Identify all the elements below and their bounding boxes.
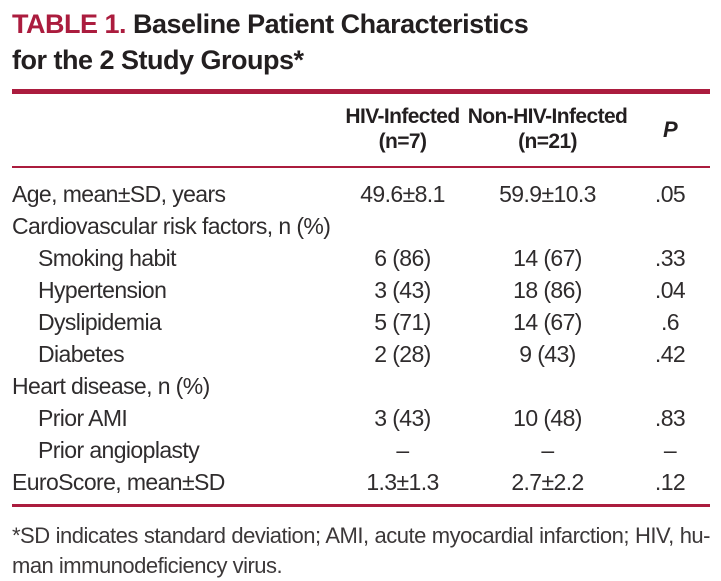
value-non-hiv: 2.7±2.2 <box>511 469 584 495</box>
column-header-hiv: HIV-Infected (n=7) <box>340 104 465 154</box>
table-title-line2: for the 2 Study Groups* <box>12 45 304 75</box>
value-non-hiv: 18 (86) <box>513 277 582 303</box>
column-header-non-hiv-line1: Non-HIV-Infected <box>467 105 628 128</box>
footnote-line1: *SD indicates standard deviation; AMI, a… <box>12 523 711 548</box>
row-label: Age, mean±SD, years <box>12 181 226 207</box>
table-row: Prior angioplasty – – – <box>12 434 710 466</box>
value-non-hiv: 10 (48) <box>513 405 582 431</box>
value-hiv: 3 (43) <box>374 405 431 431</box>
value-hiv <box>340 210 465 242</box>
table-row: Hypertension 3 (43) 18 (86) .04 <box>12 274 710 306</box>
value-p: – <box>663 437 677 463</box>
table-row: Prior AMI 3 (43) 10 (48) .83 <box>12 402 710 434</box>
row-label: Hypertension <box>38 277 167 303</box>
column-header-p: P <box>662 116 678 142</box>
value-non-hiv: 14 (67) <box>513 309 582 335</box>
table-title-text: Baseline Patient Characteristics <box>133 9 529 39</box>
table-title-line1: TABLE 1. Baseline Patient Characteristic… <box>12 6 710 42</box>
bottom-rule <box>12 504 710 507</box>
footnote-line2: man immunodeficiency virus. <box>12 553 283 578</box>
value-hiv: 1.3±1.3 <box>366 469 439 495</box>
value-non-hiv: 59.9±10.3 <box>499 181 596 207</box>
row-label: Diabetes <box>38 341 125 367</box>
table-row: Diabetes 2 (28) 9 (43) .42 <box>12 338 710 370</box>
column-header-non-hiv-line2: (n=21) <box>518 130 577 153</box>
header-rule <box>12 166 710 168</box>
table-row: EuroScore, mean±SD 1.3±1.3 2.7±2.2 .12 <box>12 466 710 498</box>
row-label: Dyslipidemia <box>38 309 162 335</box>
table-footnote: *SD indicates standard deviation; AMI, a… <box>12 521 711 581</box>
table-row: Cardiovascular risk factors, n (%) <box>12 210 710 242</box>
value-hiv: 6 (86) <box>374 245 431 271</box>
value-p <box>630 370 710 402</box>
value-hiv: 49.6±8.1 <box>360 181 445 207</box>
value-p: .42 <box>654 341 686 367</box>
row-label: Prior angioplasty <box>38 437 200 463</box>
column-header-hiv-line1: HIV-Infected <box>345 105 460 128</box>
top-rule <box>12 89 710 94</box>
table-row: Heart disease, n (%) <box>12 370 710 402</box>
value-p <box>630 210 710 242</box>
value-p: .6 <box>661 309 680 335</box>
value-non-hiv <box>465 370 630 402</box>
row-label: EuroScore, mean±SD <box>12 469 225 495</box>
table-number: TABLE 1. <box>12 9 127 39</box>
value-non-hiv <box>465 210 630 242</box>
value-p: .33 <box>654 245 686 271</box>
column-header-non-hiv: Non-HIV-Infected (n=21) <box>465 104 630 154</box>
value-p: .12 <box>654 469 686 495</box>
value-non-hiv: 9 (43) <box>519 341 576 367</box>
row-label: Heart disease, n (%) <box>12 373 210 399</box>
value-p: .05 <box>654 181 686 207</box>
value-hiv: 2 (28) <box>374 341 431 367</box>
value-hiv <box>340 370 465 402</box>
value-hiv: – <box>396 437 409 463</box>
value-hiv: 5 (71) <box>374 309 431 335</box>
table-title: TABLE 1. Baseline Patient Characteristic… <box>12 6 710 78</box>
column-header-hiv-line2: (n=7) <box>378 130 427 153</box>
value-p: .83 <box>654 405 686 431</box>
row-label: Prior AMI <box>38 405 128 431</box>
table-row: Dyslipidemia 5 (71) 14 (67) .6 <box>12 306 710 338</box>
value-non-hiv: 14 (67) <box>513 245 582 271</box>
table-body: Age, mean±SD, years 49.6±8.1 59.9±10.3 .… <box>12 168 710 504</box>
value-non-hiv: – <box>541 437 554 463</box>
value-p: .04 <box>654 277 686 303</box>
table-row: Age, mean±SD, years 49.6±8.1 59.9±10.3 .… <box>12 178 710 210</box>
value-hiv: 3 (43) <box>374 277 431 303</box>
table-header: HIV-Infected (n=7) Non-HIV-Infected (n=2… <box>12 94 710 166</box>
row-label: Smoking habit <box>38 245 177 271</box>
table-row: Smoking habit 6 (86) 14 (67) .33 <box>12 242 710 274</box>
row-label: Cardiovascular risk factors, n (%) <box>12 213 331 239</box>
